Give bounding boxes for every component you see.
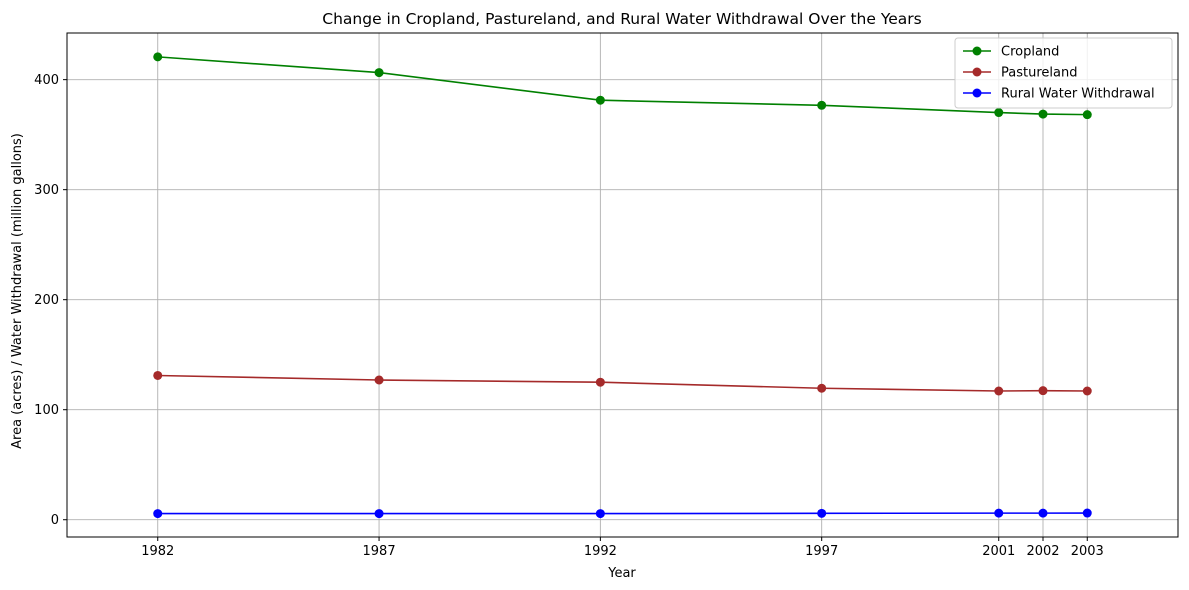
data-point: [1038, 386, 1048, 396]
legend-entry: Pastureland: [963, 66, 1077, 81]
series-line: [157, 56, 1088, 116]
data-point: [1082, 386, 1092, 396]
data-point: [595, 95, 605, 105]
chart-title: Change in Cropland, Pastureland, and Rur…: [322, 10, 921, 28]
y-axis: 0 100 200 300 400: [34, 73, 67, 528]
data-point: [994, 386, 1004, 396]
series-line: [157, 512, 1088, 515]
x-axis-label: Year: [607, 566, 636, 581]
data-point: [153, 509, 163, 519]
legend-swatch-marker: [972, 46, 982, 56]
legend-entry: Rural Water Withdrawal: [963, 87, 1155, 102]
data-point: [374, 375, 384, 385]
data-point: [817, 508, 827, 518]
data-point: [374, 509, 384, 519]
y-tick-label: 0: [51, 513, 59, 528]
y-tick-label: 300: [34, 183, 59, 198]
data-point: [1082, 508, 1092, 518]
data-point: [994, 108, 1004, 118]
legend-entry: Cropland: [963, 45, 1059, 60]
series-layer: [153, 52, 1092, 519]
series-line: [157, 374, 1088, 392]
data-point: [374, 68, 384, 78]
x-tick-label: 1987: [363, 544, 396, 559]
y-tick-label: 200: [34, 293, 59, 308]
legend: Cropland Pastureland Rural Water Withdrawa…: [954, 37, 1173, 109]
legend-box: [954, 37, 1173, 109]
x-tick-label: 2002: [1026, 544, 1059, 559]
series-rural-water-withdrawal: [153, 508, 1092, 519]
data-point: [994, 508, 1004, 518]
data-point: [817, 100, 827, 110]
legend-swatch-marker: [972, 67, 982, 77]
series-pastureland: [153, 370, 1092, 396]
data-point: [817, 383, 827, 393]
data-point: [1038, 508, 1048, 518]
x-tick-label: 2001: [982, 544, 1015, 559]
data-point: [153, 370, 163, 380]
x-tick-label: 1992: [584, 544, 617, 559]
plot-frame: [66, 32, 1179, 538]
data-point: [1038, 109, 1048, 119]
grid: [67, 33, 1178, 537]
y-axis-label: Area (acres) / Water Withdrawal (million…: [10, 133, 25, 449]
x-tick-label: 1997: [805, 544, 838, 559]
data-point: [595, 377, 605, 387]
x-axis: 1982 1987 1992 1997 2001 2002 2003: [141, 537, 1104, 559]
y-tick-label: 400: [34, 73, 59, 88]
y-tick-label: 100: [34, 403, 59, 418]
legend-swatch-marker: [972, 88, 982, 98]
legend-label: Rural Water Withdrawal: [1001, 87, 1155, 102]
x-tick-label: 1982: [141, 544, 174, 559]
data-point: [595, 509, 605, 519]
legend-label: Cropland: [1001, 45, 1059, 60]
x-tick-label: 2003: [1071, 544, 1104, 559]
series-cropland: [153, 52, 1092, 120]
legend-label: Pastureland: [1001, 66, 1077, 81]
data-point: [1082, 110, 1092, 120]
data-point: [153, 52, 163, 62]
